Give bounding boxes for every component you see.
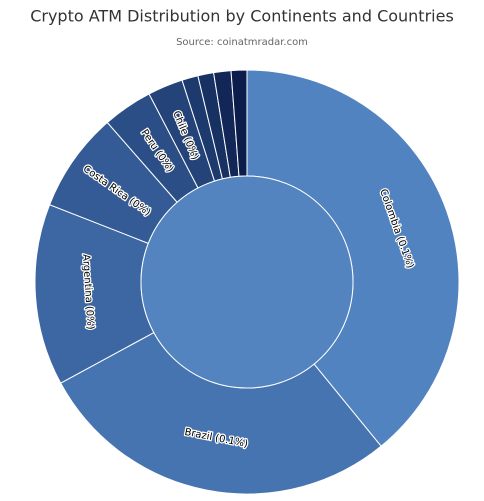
inner-circle xyxy=(140,175,354,389)
chart-title: Crypto ATM Distribution by Continents an… xyxy=(30,7,454,26)
chart-subtitle: Source: coinatmradar.com xyxy=(176,37,308,48)
